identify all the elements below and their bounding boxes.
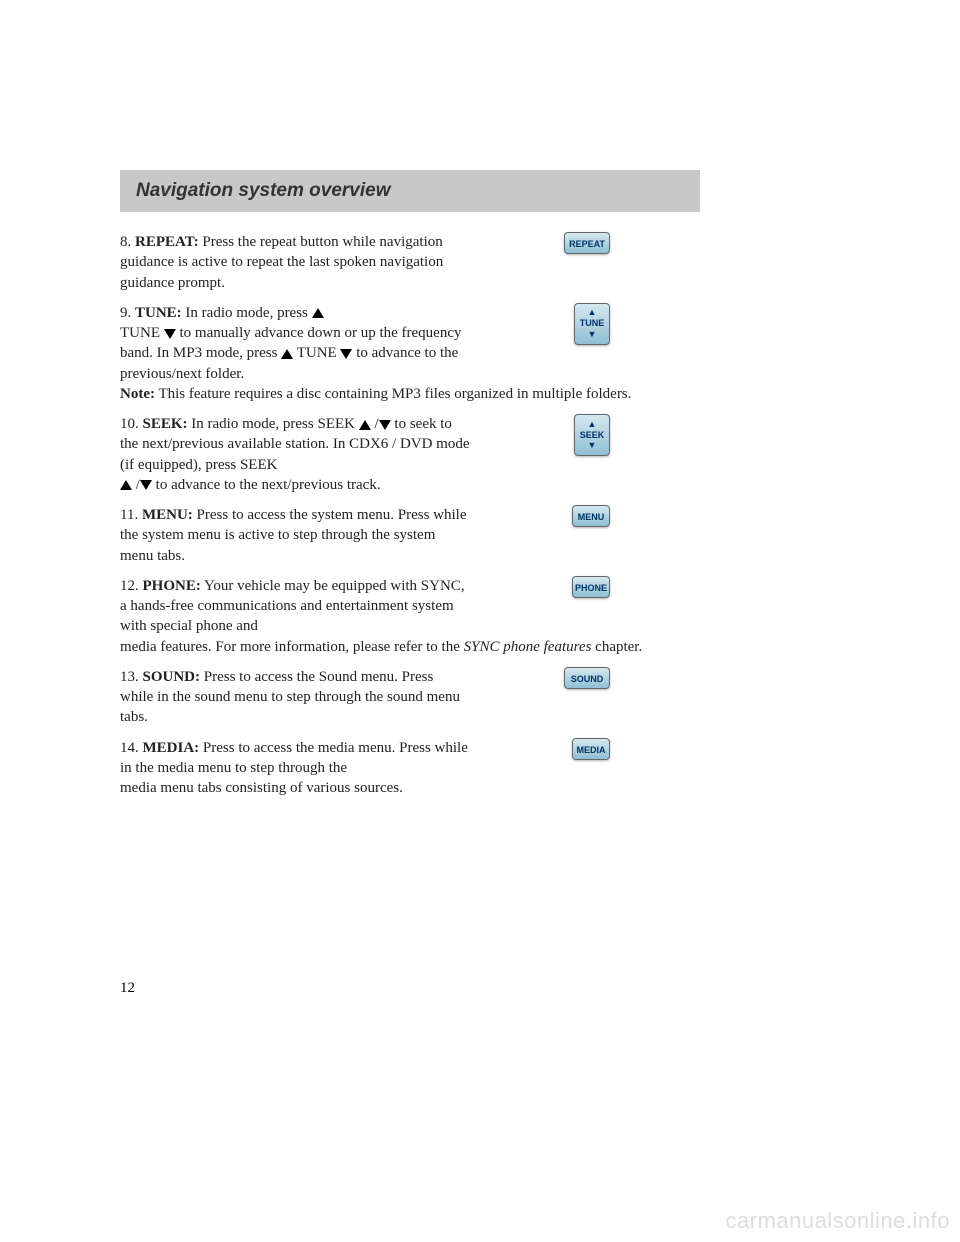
item-11-label: MENU: bbox=[142, 507, 193, 523]
media-button-illustration: MEDIA bbox=[572, 738, 610, 760]
i10-pre: In radio mode, press SEEK bbox=[188, 416, 359, 432]
i12-after: chapter. bbox=[591, 639, 642, 655]
repeat-button-illustration: REPEAT bbox=[564, 232, 610, 254]
section-title: Navigation system overview bbox=[136, 180, 684, 202]
arrow-down-icon: ▼ bbox=[588, 441, 597, 450]
item-8-label: REPEAT: bbox=[135, 234, 199, 250]
item-9-text: 9. TUNE: In radio mode, press TUNE to ma… bbox=[120, 303, 470, 384]
watermark: carmanualsonline.info bbox=[725, 1208, 950, 1234]
menu-button-illustration: MENU bbox=[572, 505, 610, 527]
i12-text-b: media features. For more information, pl… bbox=[120, 639, 464, 655]
item-8-num: 8. bbox=[120, 234, 131, 250]
item-14-label: MEDIA: bbox=[143, 740, 200, 756]
item-14-num: 14. bbox=[120, 740, 139, 756]
page-number: 12 bbox=[120, 980, 135, 997]
triangle-up-icon bbox=[281, 349, 293, 359]
triangle-up-icon bbox=[359, 420, 371, 430]
item-11: MENU 11. MENU: Press to access the syste… bbox=[120, 505, 700, 566]
item-11-num: 11. bbox=[120, 507, 138, 523]
item-10-label: SEEK: bbox=[143, 416, 188, 432]
item-9: ▲ TUNE ▼ 9. TUNE: In radio mode, press T… bbox=[120, 303, 700, 404]
arrow-up-icon: ▲ bbox=[588, 420, 597, 429]
item-9-label: TUNE: bbox=[135, 305, 182, 321]
i9-note-text: This feature requires a disc containing … bbox=[155, 386, 631, 402]
sound-btn-label: SOUND bbox=[564, 667, 610, 689]
item-8: REPEAT 8. REPEAT: Press the repeat butto… bbox=[120, 232, 700, 293]
section-header: Navigation system overview bbox=[120, 170, 700, 212]
item-13: SOUND 13. SOUND: Press to access the Sou… bbox=[120, 667, 700, 728]
item-10-num: 10. bbox=[120, 416, 139, 432]
tune-button-illustration: ▲ TUNE ▼ bbox=[574, 303, 610, 345]
i14-text-b: media menu tabs consisting of various so… bbox=[120, 780, 403, 796]
item-12: PHONE 12. PHONE: Your vehicle may be equ… bbox=[120, 576, 700, 657]
triangle-up-icon bbox=[120, 480, 132, 490]
item-8-text: 8. REPEAT: Press the repeat button while… bbox=[120, 232, 470, 293]
triangle-down-icon bbox=[140, 480, 152, 490]
i9-tune1: TUNE bbox=[120, 325, 164, 341]
manual-page: Navigation system overview REPEAT 8. REP… bbox=[0, 0, 960, 1242]
item-14: MEDIA 14. MEDIA: Press to access the med… bbox=[120, 738, 700, 799]
i9-tune2: TUNE bbox=[293, 345, 340, 361]
item-12-text: 12. PHONE: Your vehicle may be equipped … bbox=[120, 576, 700, 657]
content-area: REPEAT 8. REPEAT: Press the repeat butto… bbox=[120, 232, 700, 798]
item-9-note: Note: This feature requires a disc conta… bbox=[120, 384, 700, 404]
item-11-text: 11. MENU: Press to access the system men… bbox=[120, 505, 470, 566]
arrow-up-icon: ▲ bbox=[588, 308, 597, 317]
phone-btn-label: PHONE bbox=[572, 576, 610, 598]
item-13-text: 13. SOUND: Press to access the Sound men… bbox=[120, 667, 470, 728]
seek-button-illustration: ▲ SEEK ▼ bbox=[574, 414, 610, 456]
arrow-down-icon: ▼ bbox=[588, 330, 597, 339]
media-btn-label: MEDIA bbox=[572, 738, 610, 760]
item-14-text: 14. MEDIA: Press to access the media men… bbox=[120, 738, 700, 799]
triangle-down-icon bbox=[379, 420, 391, 430]
item-10: ▲ SEEK ▼ 10. SEEK: In radio mode, press … bbox=[120, 414, 700, 495]
repeat-btn-label: REPEAT bbox=[564, 232, 610, 254]
item-12-label: PHONE: bbox=[143, 578, 201, 594]
item-9-num: 9. bbox=[120, 305, 131, 321]
item-12-num: 12. bbox=[120, 578, 139, 594]
i10-post: to advance to the next/previous track. bbox=[152, 477, 381, 493]
triangle-down-icon bbox=[340, 349, 352, 359]
i9-note-label: Note: bbox=[120, 386, 155, 402]
item-10-text: 10. SEEK: In radio mode, press SEEK / to… bbox=[120, 414, 700, 495]
tune-rocker: ▲ TUNE ▼ bbox=[574, 303, 610, 345]
phone-button-illustration: PHONE bbox=[572, 576, 610, 598]
sound-button-illustration: SOUND bbox=[564, 667, 610, 689]
i9-pre: In radio mode, press bbox=[182, 305, 312, 321]
triangle-up-icon bbox=[312, 308, 324, 318]
item-13-num: 13. bbox=[120, 669, 139, 685]
i12-italic: SYNC phone features bbox=[464, 639, 592, 655]
seek-btn-label: SEEK bbox=[580, 430, 605, 441]
tune-btn-label: TUNE bbox=[580, 318, 605, 329]
seek-rocker: ▲ SEEK ▼ bbox=[574, 414, 610, 456]
menu-btn-label: MENU bbox=[572, 505, 610, 527]
triangle-down-icon bbox=[164, 329, 176, 339]
item-13-label: SOUND: bbox=[143, 669, 201, 685]
